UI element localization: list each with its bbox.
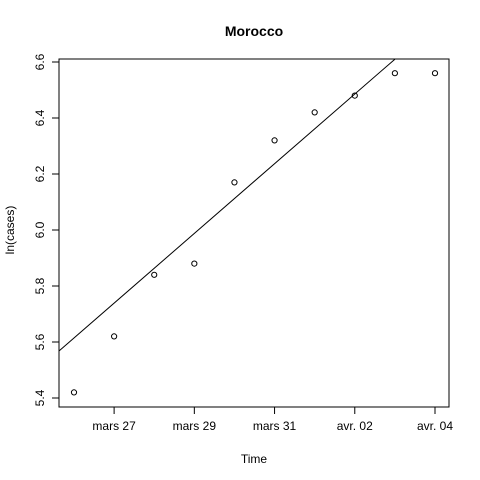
y-tick-label: 5.6 bbox=[33, 333, 47, 350]
data-point bbox=[151, 271, 158, 278]
data-point bbox=[191, 260, 198, 267]
data-point bbox=[231, 179, 238, 186]
plot-frame bbox=[58, 58, 450, 408]
y-axis: 5.4 5.6 5.8 6.0 6.2 6.4 6.6 bbox=[33, 53, 59, 406]
y-tick-label: 6.2 bbox=[33, 165, 47, 182]
y-tick-label: 6.0 bbox=[33, 221, 47, 238]
data-points bbox=[70, 70, 439, 396]
x-axis-label: Time bbox=[241, 452, 268, 466]
data-point bbox=[391, 70, 398, 77]
x-tick-label: mars 29 bbox=[173, 419, 217, 433]
y-tick-label: 6.6 bbox=[33, 53, 47, 70]
data-point bbox=[311, 109, 318, 116]
y-tick-label: 5.4 bbox=[33, 389, 47, 406]
data-point bbox=[431, 70, 439, 77]
x-tick-label: mars 27 bbox=[92, 419, 136, 433]
x-tick-label: avr. 02 bbox=[337, 419, 373, 433]
x-tick-label: avr. 04 bbox=[417, 419, 453, 433]
x-tick-label: mars 31 bbox=[253, 419, 297, 433]
chart-title: Morocco bbox=[225, 23, 283, 39]
y-axis-label: ln(cases) bbox=[3, 206, 17, 255]
data-point bbox=[111, 333, 118, 340]
y-tick-label: 5.8 bbox=[33, 277, 47, 294]
y-tick-label: 6.4 bbox=[33, 109, 47, 126]
data-point bbox=[271, 137, 278, 144]
trend-line bbox=[58, 58, 396, 352]
data-point bbox=[351, 92, 358, 99]
data-point bbox=[70, 389, 78, 396]
x-axis: mars 27 mars 29 mars 31 avr. 02 avr. 04 bbox=[92, 407, 453, 433]
